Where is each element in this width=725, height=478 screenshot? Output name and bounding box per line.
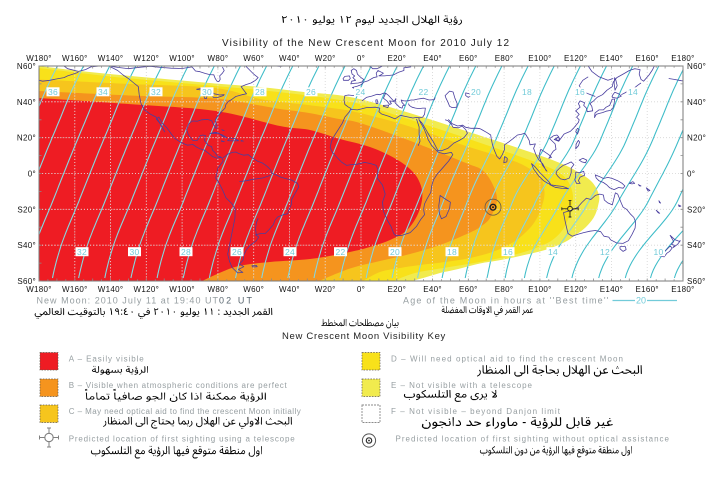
svg-text:E120°: E120° xyxy=(564,54,587,63)
svg-text:26: 26 xyxy=(232,247,242,257)
svg-text:W120°: W120° xyxy=(133,54,159,63)
svg-text:W20°: W20° xyxy=(315,54,336,63)
svg-text:0°: 0° xyxy=(357,285,365,294)
svg-text:28: 28 xyxy=(255,87,265,97)
svg-text:W100°: W100° xyxy=(169,285,195,294)
svg-text:S40°: S40° xyxy=(17,241,36,250)
svg-text:32: 32 xyxy=(151,87,161,97)
svg-text:34: 34 xyxy=(98,87,108,97)
svg-text:E160°: E160° xyxy=(636,54,659,63)
svg-text:14: 14 xyxy=(628,87,638,97)
svg-text:E80°: E80° xyxy=(495,285,514,294)
svg-text:E40°: E40° xyxy=(423,285,442,294)
svg-text:E20°: E20° xyxy=(387,285,406,294)
svg-text:E180°: E180° xyxy=(671,54,694,63)
svg-text:22: 22 xyxy=(418,87,428,97)
svg-text:W180°: W180° xyxy=(26,54,52,63)
svg-text:S20°: S20° xyxy=(17,205,36,214)
svg-text:E100°: E100° xyxy=(528,54,551,63)
svg-text:16: 16 xyxy=(503,247,513,257)
svg-text:E40°: E40° xyxy=(423,54,442,63)
svg-text:W140°: W140° xyxy=(98,285,124,294)
svg-text:N60°: N60° xyxy=(687,62,706,71)
svg-text:28: 28 xyxy=(181,247,191,257)
svg-text:W80°: W80° xyxy=(207,54,228,63)
svg-text:E140°: E140° xyxy=(600,54,623,63)
svg-text:E20°: E20° xyxy=(387,54,406,63)
svg-text:W140°: W140° xyxy=(98,54,124,63)
svg-text:A – Easily visible: A – Easily visible xyxy=(69,355,145,364)
svg-text:W180°: W180° xyxy=(26,285,52,294)
svg-text:Predicted location of first si: Predicted location of first sighting wit… xyxy=(396,435,670,444)
svg-text:0°: 0° xyxy=(28,170,36,179)
svg-text:14: 14 xyxy=(548,247,558,257)
svg-text:N40°: N40° xyxy=(17,98,36,107)
svg-text:24: 24 xyxy=(285,247,295,257)
svg-text:0°: 0° xyxy=(357,54,365,63)
svg-text:30: 30 xyxy=(202,87,212,97)
svg-text:Age of the Moon in hours at '': Age of the Moon in hours at ''Best time'… xyxy=(403,296,609,306)
svg-text:W120°: W120° xyxy=(133,285,159,294)
svg-text:W160°: W160° xyxy=(62,54,88,63)
svg-text:E180°: E180° xyxy=(671,285,694,294)
svg-text:18: 18 xyxy=(447,247,457,257)
svg-text:Visibility of the New Crescent: Visibility of the New Crescent Moon for … xyxy=(222,38,509,49)
svg-text:E – Not visible with a telesco: E – Not visible with a telescope xyxy=(391,381,533,390)
svg-text:S60°: S60° xyxy=(687,277,706,286)
svg-text:26: 26 xyxy=(306,87,316,97)
svg-text:20: 20 xyxy=(636,296,646,306)
svg-text:22: 22 xyxy=(335,247,345,257)
svg-text:20: 20 xyxy=(471,87,481,97)
svg-text:N60°: N60° xyxy=(17,62,36,71)
svg-text:W20°: W20° xyxy=(315,285,336,294)
svg-text:E100°: E100° xyxy=(528,285,551,294)
svg-text:W100°: W100° xyxy=(169,54,195,63)
svg-text:F – Not visible – beyond Danjo: F – Not visible – beyond Danjon limit xyxy=(391,407,561,416)
svg-text:S20°: S20° xyxy=(687,205,706,214)
svg-text:W160°: W160° xyxy=(62,285,88,294)
svg-text:20: 20 xyxy=(390,247,400,257)
svg-text:E120°: E120° xyxy=(564,285,587,294)
svg-text:N20°: N20° xyxy=(687,134,706,143)
svg-text:New Crescent Moon Visibility K: New Crescent Moon Visibility Key xyxy=(282,331,446,342)
svg-text:S40°: S40° xyxy=(687,241,706,250)
svg-text:E60°: E60° xyxy=(459,54,478,63)
svg-text:W60°: W60° xyxy=(243,285,264,294)
svg-text:12: 12 xyxy=(600,247,610,257)
svg-text:02 UT: 02 UT xyxy=(219,296,253,306)
svg-text:B – Visible when atmospheric c: B – Visible when atmospheric conditions … xyxy=(69,381,288,390)
svg-text:E80°: E80° xyxy=(495,54,514,63)
svg-text:New Moon: 2010 July 11 at 19:4: New Moon: 2010 July 11 at 19:40 UT xyxy=(37,296,219,306)
svg-text:16: 16 xyxy=(575,87,585,97)
svg-text:W40°: W40° xyxy=(279,54,300,63)
svg-text:S60°: S60° xyxy=(17,277,36,286)
svg-text:N40°: N40° xyxy=(687,98,706,107)
svg-text:E140°: E140° xyxy=(600,285,623,294)
svg-text:C – May need optical aid to fi: C – May need optical aid to find the cre… xyxy=(69,407,301,416)
svg-text:0°: 0° xyxy=(687,170,695,179)
svg-text:36: 36 xyxy=(48,87,58,97)
svg-text:W40°: W40° xyxy=(279,285,300,294)
svg-text:18: 18 xyxy=(522,87,532,97)
svg-text:W80°: W80° xyxy=(207,285,228,294)
svg-text:D – Will need optical aid to f: D – Will need optical aid to find the cr… xyxy=(391,355,623,364)
svg-text:E160°: E160° xyxy=(636,285,659,294)
svg-text:24: 24 xyxy=(355,87,365,97)
svg-text:Predicted location of first si: Predicted location of first sighting usi… xyxy=(69,435,296,444)
svg-text:N20°: N20° xyxy=(17,134,36,143)
svg-text:E60°: E60° xyxy=(459,285,478,294)
svg-text:30: 30 xyxy=(129,247,139,257)
svg-text:W60°: W60° xyxy=(243,54,264,63)
svg-text:10: 10 xyxy=(653,247,663,257)
svg-text:32: 32 xyxy=(77,247,87,257)
